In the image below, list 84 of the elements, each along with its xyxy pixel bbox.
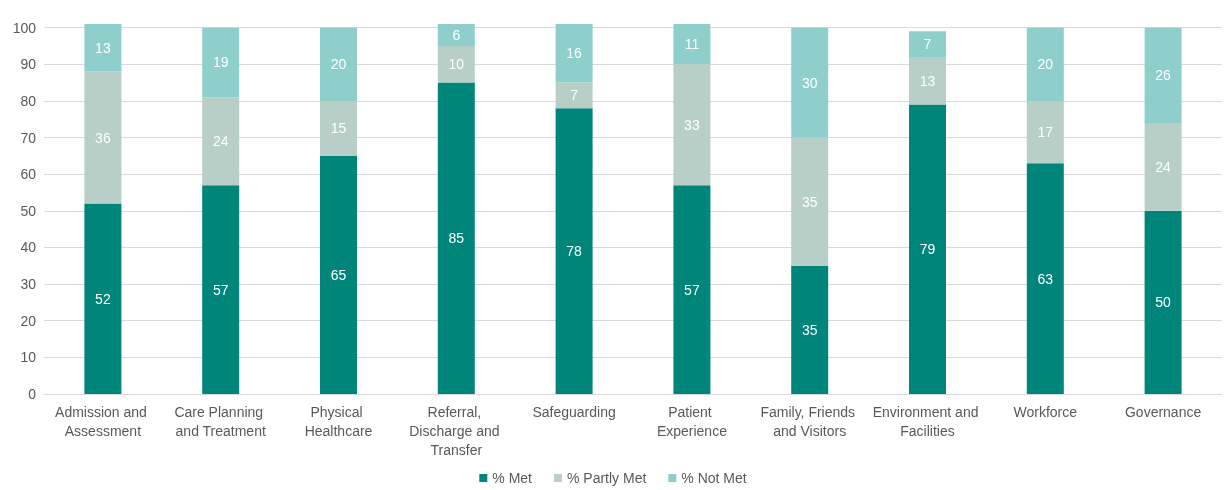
data-label: 24 — [1155, 158, 1172, 175]
data-label: 19 — [212, 54, 229, 71]
bar — [320, 100, 357, 156]
bar — [1144, 27, 1182, 123]
bar — [1144, 210, 1182, 394]
bar — [320, 27, 357, 101]
data-label: 35 — [801, 321, 818, 338]
data-label: 79 — [919, 241, 936, 258]
bar — [791, 265, 829, 394]
data-label: 13 — [919, 72, 936, 89]
y-tick-label: 40 — [20, 239, 37, 256]
bar — [673, 24, 711, 65]
bar — [909, 56, 946, 105]
data-label: 13 — [95, 39, 111, 56]
data-label: 16 — [566, 45, 583, 62]
data-label: 7 — [923, 36, 932, 53]
x-tick-label: Family, Friends and Visitors — [760, 403, 859, 439]
bar — [673, 64, 711, 186]
data-label: 11 — [684, 36, 700, 53]
y-tick-label: 10 — [20, 349, 37, 366]
y-tick-label: 20 — [20, 312, 37, 329]
data-label: 30 — [801, 74, 818, 91]
bar — [555, 108, 593, 394]
x-tick-label: Physical Healthcare — [304, 403, 373, 439]
data-label: 6 — [452, 26, 461, 43]
data-label: 10 — [448, 56, 465, 73]
bar — [555, 24, 593, 83]
data-label: 20 — [1037, 56, 1054, 73]
bar — [791, 137, 829, 266]
bar — [909, 31, 946, 57]
x-tick-label: Environment and Facilities — [872, 403, 983, 439]
data-label: 20 — [330, 56, 347, 73]
data-label: 26 — [1155, 67, 1172, 84]
x-tick-label: Governance — [1124, 403, 1202, 420]
data-label: 36 — [95, 129, 111, 146]
bar — [320, 155, 357, 394]
legend-label: % Not Met — [681, 470, 747, 486]
y-tick-label: 80 — [20, 92, 37, 109]
bar — [1026, 100, 1064, 164]
data-label: 57 — [212, 281, 229, 298]
data-label: 78 — [566, 243, 583, 260]
bar — [1144, 122, 1182, 211]
bar — [202, 185, 240, 394]
data-label: 65 — [330, 266, 347, 283]
bar — [84, 71, 122, 204]
bar — [202, 97, 240, 186]
bar — [202, 27, 240, 98]
data-label: 35 — [801, 193, 818, 210]
x-tick-label: Care Planning and Treatment — [174, 403, 268, 439]
data-label: 33 — [684, 116, 700, 133]
bar — [437, 82, 475, 394]
x-tick-label: Admission and Assessment — [55, 403, 151, 439]
data-label: 57 — [684, 281, 700, 298]
y-tick-label: 100 — [12, 19, 37, 36]
data-label: 7 — [570, 87, 579, 104]
x-tick-label: Referral, Discharge and Transfer — [409, 403, 504, 458]
y-tick-label: 30 — [20, 276, 37, 293]
bar — [1026, 27, 1064, 101]
y-tick-label: 50 — [20, 202, 37, 219]
data-label: 15 — [330, 120, 347, 137]
bar — [437, 24, 475, 46]
data-label: 52 — [95, 290, 111, 307]
y-tick-label: 90 — [20, 56, 37, 73]
y-tick-label: 0 — [28, 386, 37, 402]
x-tick-label: Workforce — [1013, 403, 1078, 420]
bar — [84, 203, 122, 394]
y-tick-label: 70 — [20, 129, 37, 146]
bar — [673, 185, 711, 394]
x-tick-label: Patient Experience — [656, 403, 728, 439]
legend-label: % Met — [492, 470, 533, 486]
data-label: 17 — [1037, 124, 1054, 141]
bar — [555, 82, 593, 109]
data-label: 63 — [1037, 270, 1054, 287]
bar — [909, 104, 946, 394]
y-tick-label: 60 — [20, 166, 37, 183]
data-label: 24 — [212, 133, 229, 150]
data-label: 50 — [1155, 294, 1172, 311]
bar — [84, 24, 122, 72]
bar — [437, 45, 475, 83]
bar — [1026, 163, 1064, 394]
x-tick-label: Safeguarding — [532, 403, 616, 420]
legend-label: % Partly Met — [566, 470, 647, 486]
data-label: 85 — [448, 230, 465, 247]
bar — [791, 27, 829, 138]
